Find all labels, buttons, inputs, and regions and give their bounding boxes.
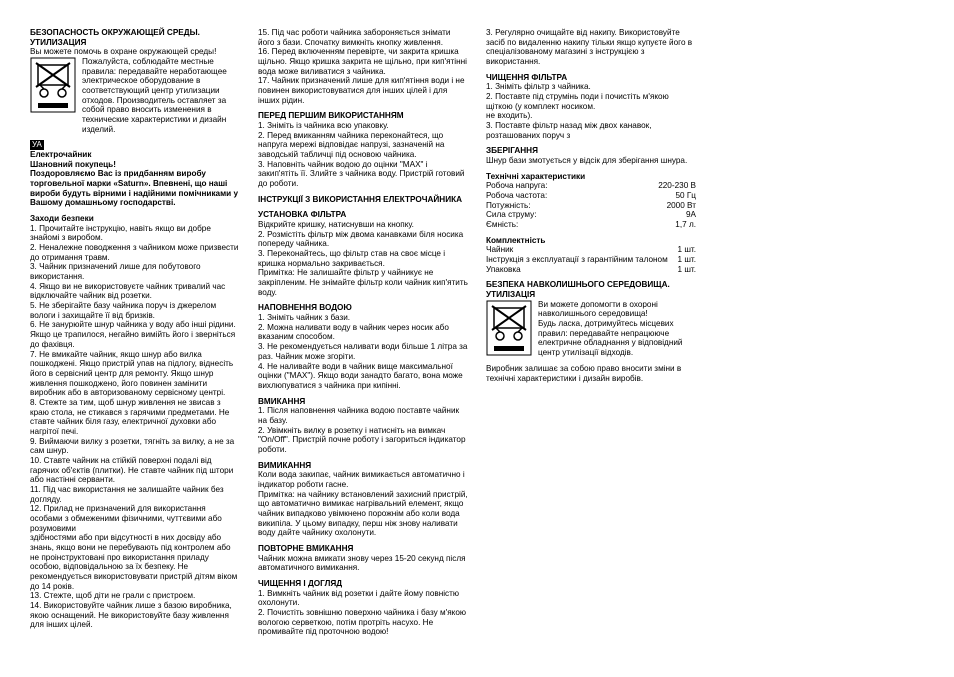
tech-title: Технічні характеристики [486,172,696,182]
safety-item: 10. Ставте чайник на стійкій поверхні по… [30,456,240,485]
fill-item: 2. Можна наливати воду в чайник через но… [258,323,468,342]
fill-item: 1. Зніміть чайник з бази. [258,313,468,323]
safety-item: 7. Не вмикайте чайник, якщо шнур або вил… [30,350,240,398]
table-row: Робоча частота:50 Гц [486,191,696,201]
clean-item: 2. Почистіть зовнішню поверхню чайника і… [258,608,468,637]
safety-item: 17. Чайник призначений лише для кип'ятін… [258,76,468,105]
recycle-bin-icon [486,300,532,356]
set-table: Чайник1 шт. Інструкція з експлуатації з … [486,245,696,274]
ua-intro: Поздоровляємо Вас із придбанням виробу т… [30,169,240,208]
storage-title: ЗБЕРІГАННЯ [486,146,696,156]
clean-item: 3. Регулярно очищайте від накипу. Викори… [486,28,696,67]
table-row: Робоча напруга:220-230 В [486,181,696,191]
before-first-item: 2. Перед вмиканням чайника переконайтеся… [258,131,468,160]
before-first-item: 3. Наповніть чайник водою до оцінки "MAX… [258,160,468,189]
off-body: Коли вода закипає, чайник вимикається ав… [258,470,468,538]
ru-safety-title: БЕЗОПАСНОСТЬ ОКРУЖАЮЩЕЙ СРЕДЫ. УТИЛИЗАЦИ… [30,28,240,47]
ua-product-title: Електрочайник [30,150,240,160]
ua-safety-title: Заходи безпеки [30,214,240,224]
filter-install-item: 2. Розмістіть фільтр між двома канавками… [258,230,468,249]
on-item: 1. Після наповнення чайника водою постав… [258,406,468,425]
ru-safety-intro: Вы можете помочь в охране окружающей сре… [30,47,240,57]
filter-install-item: 3. Переконайтесь, що фільтр став на своє… [258,249,468,268]
safety-item: 4. Якщо ви не використовуєте чайник трив… [30,282,240,301]
ru-safety-body: Пожалуйста, соблюдайте местные правила: … [82,57,240,134]
filter-clean-item: 1. Зніміть фільтр з чайника. [486,82,696,92]
reon-title: ПОВТОРНЕ ВМИКАННЯ [258,544,468,554]
lang-tag-ua: УА [30,140,44,149]
env-intro: Ви можете допомогти в охороні навколишнь… [538,300,696,319]
set-title: Комплектність [486,236,696,246]
storage-body: Шнур бази змотується у відсік для зберіг… [486,156,696,166]
table-row: Упаковка1 шт. [486,265,696,275]
safety-item: 16. Перед включенням перевірте, чи закри… [258,47,468,76]
filter-install-title: УСТАНОВКА ФІЛЬТРА [258,210,468,220]
safety-item: 11. Під час використання не залишайте ча… [30,485,240,504]
fill-title: НАПОВНЕННЯ ВОДОЮ [258,303,468,313]
env-body: Будь ласка, дотримуйтесь місцевих правил… [538,319,696,358]
before-first-title: ПЕРЕД ПЕРШИМ ВИКОРИСТАННЯМ [258,111,468,121]
fill-item: 4. Не наливайте води в чайник вище макси… [258,362,468,391]
ru-recycle-block: Пожалуйста, соблюдайте местные правила: … [30,57,240,134]
filter-clean-title: ЧИЩЕННЯ ФІЛЬТРА [486,73,696,83]
filter-install-item: Примітка: Не залишайте фільтр у чайникує… [258,268,468,297]
filter-install-item: Відкрийте кришку, натиснувши на кнопку. [258,220,468,230]
safety-item: 3. Чайник призначений лише для побутовог… [30,262,240,281]
safety-item: 8. Стежте за тим, щоб шнур живлення не з… [30,398,240,437]
tech-table: Робоча напруга:220-230 В Робоча частота:… [486,181,696,229]
reon-body: Чайник можна вмикати знову через 15-20 с… [258,554,468,573]
ua-recycle-block: Ви можете допомогти в охороні навколишнь… [486,300,696,358]
filter-clean-item: 3. Поставте фільтр назад між двох канаво… [486,121,696,140]
off-title: ВИМИКАННЯ [258,461,468,471]
safety-item: здібностями або при відсутності в них до… [30,533,240,591]
safety-item: 12. Прилад не призначений для використан… [30,504,240,533]
before-first-item: 1. Зніміть із чайника всю упаковку. [258,121,468,131]
env-title: БЕЗПЕКА НАВКОЛИШНЬОГО СЕРЕДОВИЩА. УТИЛІЗ… [486,280,696,299]
table-row: Сила струму:9А [486,210,696,220]
filter-clean-item: 2. Поставте під струмінь поди і почистіт… [486,92,696,111]
safety-item: 1. Прочитайте інструкцію, навіть якщо ви… [30,224,240,243]
recycle-bin-icon [30,57,76,113]
clean-title: ЧИЩЕННЯ І ДОГЛЯД [258,579,468,589]
safety-item: 2. Неналежне поводження з чайником може … [30,243,240,262]
clean-item: 1. Вимкніть чайник від розетки і дайте й… [258,589,468,608]
env-footer: Виробник залишає за собою право вносити … [486,364,696,383]
table-row: Ємність:1,7 л. [486,220,696,230]
table-row: Потужність:2000 Вт [486,201,696,211]
safety-item: 13. Стежте, щоб діти не грали с пристроє… [30,591,240,601]
fill-item: 3. Не рекомендується наливати води більш… [258,342,468,361]
safety-item: 5. Не зберігайте базу чайника поруч із д… [30,301,240,320]
safety-item: 9. Виймаючи вилку з розетки, тягніть за … [30,437,240,456]
instructions-title: ІНСТРУКЦІЇ З ВИКОРИСТАННЯ ЕЛЕКТРОЧАЙНИКА [258,195,468,205]
safety-item: 14. Використовуйте чайник лише з базою в… [30,601,240,630]
ua-greeting: Шановний покупець! [30,160,240,170]
safety-item: 6. Не занурюйте шнур чайника у воду або … [30,320,240,349]
table-row: Інструкція з експлуатації з гарантійним … [486,255,696,265]
on-title: ВМИКАННЯ [258,397,468,407]
safety-item: 15. Під час роботи чайника забороняється… [258,28,468,47]
filter-clean-item: не входить). [486,111,696,121]
manual-page: БЕЗОПАСНОСТЬ ОКРУЖАЮЩЕЙ СРЕДЫ. УТИЛИЗАЦИ… [30,28,924,648]
on-item: 2. Увімкніть вилку в розетку і натисніть… [258,426,468,455]
table-row: Чайник1 шт. [486,245,696,255]
